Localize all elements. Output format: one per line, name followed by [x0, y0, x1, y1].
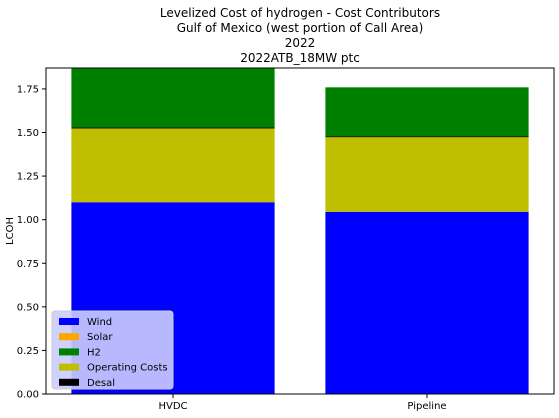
y-tick-label: 1.50 — [17, 128, 39, 139]
legend-label: Solar — [87, 332, 113, 343]
legend-label: Wind — [87, 317, 112, 328]
y-tick-label: 0.75 — [17, 259, 39, 270]
legend-swatch — [59, 363, 79, 371]
bar-segment-h2 — [325, 87, 529, 137]
legend-label: Desal — [87, 378, 115, 389]
bar-segment-desal — [71, 127, 275, 129]
legend-swatch — [59, 318, 79, 325]
legend-swatch — [59, 348, 79, 356]
x-axis: HVDC Pipeline — [158, 394, 447, 412]
chart-title: Levelized Cost of hydrogen - Cost Contri… — [160, 6, 440, 65]
bar-segment-operating-costs — [325, 136, 529, 212]
plot-frame — [45, 67, 555, 395]
y-tick-label: 1.25 — [17, 172, 39, 183]
title-line: 2022ATB_18MW ptc — [240, 51, 360, 65]
bar-segment-operating-costs — [71, 128, 275, 203]
y-tick-label: 0.50 — [17, 302, 39, 313]
bar-segment-desal — [325, 136, 529, 138]
y-tick-label: 1.00 — [17, 215, 39, 226]
x-tick-label: Pipeline — [407, 401, 446, 412]
y-tick-label: 0.00 — [17, 390, 39, 401]
y-axis: 0.00 0.25 0.50 0.75 1.00 1.25 1.50 1.75 — [17, 84, 46, 401]
bar-segment-h2 — [71, 68, 275, 128]
legend-box — [51, 310, 174, 390]
bars — [71, 68, 529, 394]
title-line: Gulf of Mexico (west portion of Call Are… — [177, 21, 424, 35]
y-tick-label: 1.75 — [17, 84, 39, 95]
y-axis-label: LCOH — [5, 217, 16, 245]
x-tick-label: HVDC — [158, 401, 187, 412]
title-line: 2022 — [285, 36, 316, 50]
title-line: Levelized Cost of hydrogen - Cost Contri… — [160, 6, 440, 20]
bar-segment-wind — [325, 211, 529, 394]
legend: Wind Solar H2 Operating Costs Desal — [51, 310, 174, 390]
legend-swatch — [59, 378, 79, 386]
legend-label: H2 — [87, 347, 101, 358]
legend-swatch — [59, 333, 79, 341]
y-tick-label: 0.25 — [17, 346, 39, 357]
legend-label: Operating Costs — [87, 363, 168, 374]
